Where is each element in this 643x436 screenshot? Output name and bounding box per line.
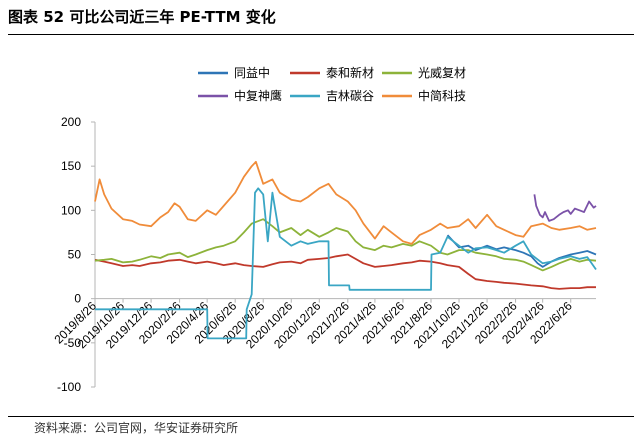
- legend-label: 吉林碳谷: [326, 89, 374, 103]
- legend-label: 泰和新材: [326, 65, 374, 80]
- y-tick-label: -100: [57, 380, 81, 394]
- source-note: 资料来源：公司官网，华安证券研究所: [34, 421, 239, 435]
- legend-label: 中复神鹰: [234, 88, 282, 103]
- series-line-吉林碳谷: [95, 187, 597, 340]
- series-line-泰和新材: [94, 253, 596, 290]
- y-tick-label: 100: [61, 203, 81, 217]
- legend-label: 中简科技: [418, 88, 466, 103]
- footer-rule: [8, 416, 634, 417]
- x-axis: 2019/8/262019/10/262019/12/262020/2/2620…: [51, 298, 596, 351]
- series-line-中复神鹰: [533, 194, 597, 222]
- legend-label: 同益中: [234, 65, 270, 80]
- figure-title: 图表 52 可比公司近三年 PE-TTM 变化: [8, 8, 276, 26]
- y-tick-label: -50: [64, 336, 82, 350]
- y-tick-label: 150: [61, 159, 81, 173]
- series-line-中简科技: [94, 160, 597, 245]
- legend-label: 光威复材: [418, 66, 466, 80]
- series-line-光威复材: [94, 218, 597, 272]
- y-axis: -100 -50 0 50 100 150 200: [57, 115, 96, 394]
- title-rule: [8, 34, 634, 35]
- y-tick-label: 0: [74, 292, 81, 306]
- y-tick-label: 200: [61, 115, 81, 129]
- y-tick-label: 50: [68, 248, 82, 262]
- series-lines: [94, 160, 597, 340]
